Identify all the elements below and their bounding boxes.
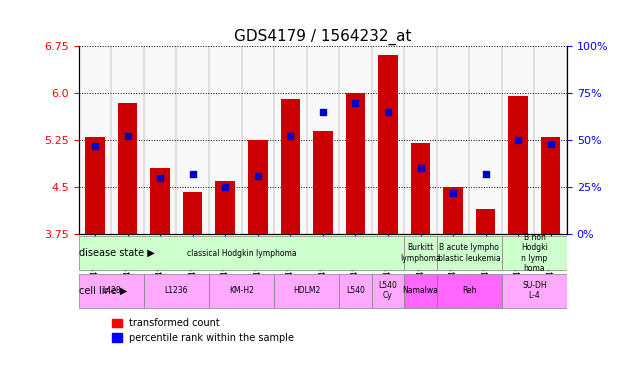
Point	[155, 175, 165, 181]
Point	[285, 133, 295, 139]
FancyBboxPatch shape	[339, 274, 372, 308]
Bar	[411, 143, 430, 234]
FancyBboxPatch shape	[502, 236, 567, 270]
Bar	[541, 137, 561, 234]
Text: B acute lympho
blastic leukemia: B acute lympho blastic leukemia	[438, 243, 501, 263]
FancyBboxPatch shape	[144, 274, 209, 308]
Point	[318, 109, 328, 115]
Point	[448, 190, 458, 196]
Bar	[151, 169, 170, 234]
Text: Namalwa: Namalwa	[403, 286, 438, 295]
Point	[350, 99, 360, 106]
Bar	[215, 181, 235, 234]
Point	[220, 184, 231, 190]
Text: L428: L428	[102, 286, 120, 295]
Text: KM-H2: KM-H2	[229, 286, 254, 295]
Title: GDS4179 / 1564232_at: GDS4179 / 1564232_at	[234, 28, 411, 45]
FancyBboxPatch shape	[209, 274, 274, 308]
Point	[122, 133, 133, 139]
FancyBboxPatch shape	[79, 274, 144, 308]
FancyBboxPatch shape	[404, 274, 437, 308]
Bar	[378, 56, 398, 234]
FancyBboxPatch shape	[274, 274, 339, 308]
Text: L540
Cy: L540 Cy	[379, 281, 398, 300]
Point	[481, 171, 491, 177]
Text: cell line ▶: cell line ▶	[79, 286, 127, 296]
Bar	[508, 96, 528, 234]
Point	[513, 137, 523, 143]
Legend: transformed count, percentile rank within the sample: transformed count, percentile rank withi…	[108, 314, 298, 347]
Bar	[346, 93, 365, 234]
Bar	[248, 140, 268, 234]
FancyBboxPatch shape	[437, 274, 502, 308]
FancyBboxPatch shape	[502, 274, 567, 308]
Text: Burkitt
lymphoma: Burkitt lymphoma	[400, 243, 441, 263]
FancyBboxPatch shape	[372, 274, 404, 308]
Text: disease state ▶: disease state ▶	[79, 248, 154, 258]
Text: Reh: Reh	[462, 286, 477, 295]
Text: classical Hodgkin lymphoma: classical Hodgkin lymphoma	[186, 248, 296, 258]
FancyBboxPatch shape	[404, 236, 437, 270]
Point	[188, 171, 198, 177]
FancyBboxPatch shape	[79, 236, 404, 270]
Point	[253, 173, 263, 179]
Text: HDLM2: HDLM2	[293, 286, 320, 295]
Bar	[444, 187, 463, 234]
Bar	[313, 131, 333, 234]
Text: SU-DH
L-4: SU-DH L-4	[522, 281, 547, 300]
Point	[90, 143, 100, 149]
Text: L540: L540	[346, 286, 365, 295]
Text: B non
Hodgki
n lymp
homa: B non Hodgki n lymp homa	[521, 233, 548, 273]
Bar	[118, 103, 137, 234]
Point	[383, 109, 393, 115]
Bar	[476, 209, 495, 234]
Point	[416, 166, 426, 172]
FancyBboxPatch shape	[437, 236, 502, 270]
Text: L1236: L1236	[164, 286, 188, 295]
Point	[546, 141, 556, 147]
Bar	[183, 192, 202, 234]
Bar	[280, 99, 300, 234]
Bar	[85, 137, 105, 234]
